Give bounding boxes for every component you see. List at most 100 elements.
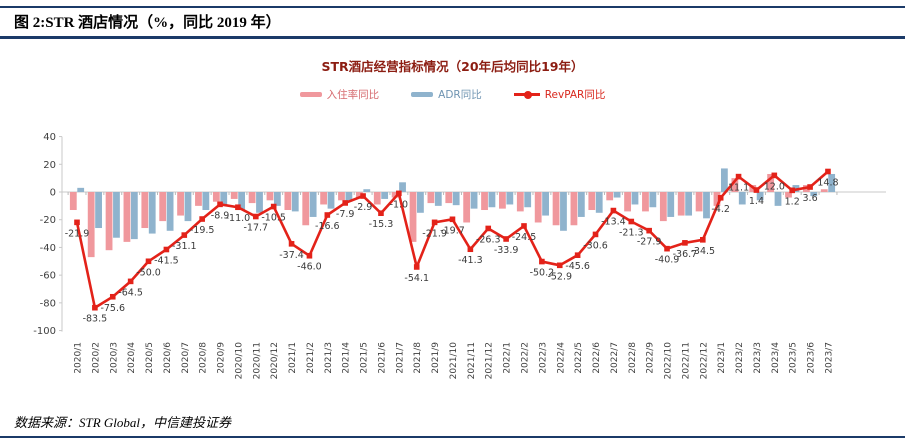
revpar-point bbox=[753, 187, 760, 193]
revpar-value-label: -34.5 bbox=[691, 246, 716, 257]
revpar-value-label: -27.9 bbox=[637, 237, 662, 248]
x-axis-ticks bbox=[67, 192, 838, 195]
bar bbox=[774, 192, 782, 206]
revpar-value-label: -13.4 bbox=[601, 217, 626, 228]
revpar-point bbox=[199, 216, 205, 222]
bar bbox=[470, 192, 478, 209]
revpar-point bbox=[717, 195, 724, 201]
bar bbox=[220, 192, 228, 205]
bar bbox=[810, 192, 818, 197]
bar bbox=[703, 192, 710, 219]
x-tick-label: 2022/9 bbox=[646, 342, 656, 374]
y-tick-label: -40 bbox=[40, 243, 56, 254]
revpar-markers bbox=[74, 168, 831, 311]
bar bbox=[105, 192, 113, 251]
legend-label-occupancy: 入住率同比 bbox=[326, 89, 380, 101]
bar bbox=[642, 192, 649, 212]
revpar-point bbox=[735, 173, 742, 180]
x-tick-label: 2020/10 bbox=[234, 342, 244, 380]
revpar-point bbox=[324, 212, 331, 218]
revpar-point bbox=[521, 223, 527, 229]
revpar-value-label: -21.9 bbox=[422, 228, 447, 239]
revpar-point bbox=[163, 246, 170, 253]
x-tick-label: 2022/3 bbox=[538, 342, 548, 374]
bar bbox=[738, 192, 746, 205]
revpar-point bbox=[270, 203, 277, 210]
revpar-value-label: -40.9 bbox=[655, 255, 680, 266]
revpar-point bbox=[682, 240, 688, 246]
revpar-point bbox=[449, 216, 456, 223]
bar bbox=[113, 192, 120, 238]
revpar-point bbox=[467, 246, 474, 253]
bar bbox=[659, 192, 667, 222]
bar bbox=[212, 192, 220, 202]
revpar-value-label: -64.5 bbox=[118, 287, 143, 298]
revpar-point bbox=[127, 278, 134, 285]
revpar-value-label: -15.3 bbox=[369, 219, 394, 230]
bar bbox=[202, 192, 210, 211]
bar bbox=[327, 192, 335, 209]
occupancy-swatch-icon bbox=[299, 92, 322, 97]
bar bbox=[756, 192, 764, 201]
x-tick-label: 2020/12 bbox=[270, 342, 280, 379]
bar bbox=[481, 192, 488, 211]
revpar-value-label: -17.7 bbox=[244, 223, 269, 234]
bar bbox=[649, 192, 657, 208]
top-divider bbox=[0, 6, 905, 8]
revpar-value-label: -11.0 bbox=[226, 213, 251, 224]
bar bbox=[148, 192, 156, 234]
revpar-point bbox=[74, 219, 80, 226]
x-tick-label: 2021/1 bbox=[288, 342, 298, 374]
revpar-point bbox=[807, 184, 813, 190]
bar bbox=[355, 192, 363, 198]
x-tick-label: 2021/6 bbox=[377, 342, 387, 374]
x-tick-label: 2020/8 bbox=[199, 342, 209, 374]
revpar-point bbox=[181, 232, 188, 238]
x-tick-label: 2021/11 bbox=[467, 342, 477, 379]
revpar-point bbox=[539, 258, 545, 265]
revpar-value-label: -19.5 bbox=[190, 225, 215, 236]
bar bbox=[399, 182, 406, 192]
bar bbox=[291, 192, 299, 212]
x-tick-label: 2021/3 bbox=[324, 342, 334, 374]
revpar-point bbox=[789, 187, 795, 194]
bar bbox=[391, 192, 399, 198]
bar bbox=[713, 192, 721, 206]
x-tick-label: 2022/11 bbox=[681, 342, 691, 379]
revpar-point bbox=[646, 227, 652, 234]
revpar-point bbox=[431, 219, 438, 226]
x-tick-label: 2021/10 bbox=[449, 342, 459, 380]
bar bbox=[560, 192, 567, 231]
revpar-point bbox=[396, 190, 402, 197]
x-tick-label: 2022/6 bbox=[592, 342, 602, 374]
bar bbox=[166, 192, 174, 231]
revpar-point bbox=[664, 245, 670, 252]
revpar-point bbox=[610, 207, 617, 214]
x-tick-label: 2022/7 bbox=[610, 342, 620, 374]
revpar-value-label: -2.9 bbox=[354, 202, 373, 213]
legend-item-revpar: RevPAR同比 bbox=[513, 87, 605, 102]
bar bbox=[248, 192, 256, 204]
revpar-value-label: -75.6 bbox=[100, 303, 125, 314]
occupancy-bars bbox=[69, 173, 828, 258]
revpar-value-label: 3.6 bbox=[803, 193, 818, 204]
bar bbox=[499, 192, 506, 209]
revpar-value-label: -41.5 bbox=[154, 256, 179, 267]
x-tick-label: 2020/11 bbox=[252, 342, 262, 379]
x-tick-label: 2023/6 bbox=[807, 342, 817, 374]
x-tick-label: 2021/8 bbox=[413, 342, 423, 374]
revpar-value-label: -26.3 bbox=[476, 234, 501, 245]
x-tick-label: 2022/2 bbox=[521, 342, 531, 374]
x-tick-label: 2021/5 bbox=[360, 342, 370, 374]
revpar-point bbox=[253, 213, 259, 220]
bar bbox=[720, 168, 728, 192]
x-tick-label: 2020/5 bbox=[145, 342, 155, 374]
legend-item-occupancy: 入住率同比 bbox=[299, 87, 380, 102]
bar bbox=[184, 192, 192, 222]
bar bbox=[613, 192, 621, 198]
bar bbox=[624, 192, 631, 212]
bar bbox=[69, 192, 77, 211]
bar bbox=[588, 192, 596, 211]
x-tick-label: 2022/10 bbox=[664, 342, 674, 380]
revpar-point bbox=[235, 204, 241, 211]
